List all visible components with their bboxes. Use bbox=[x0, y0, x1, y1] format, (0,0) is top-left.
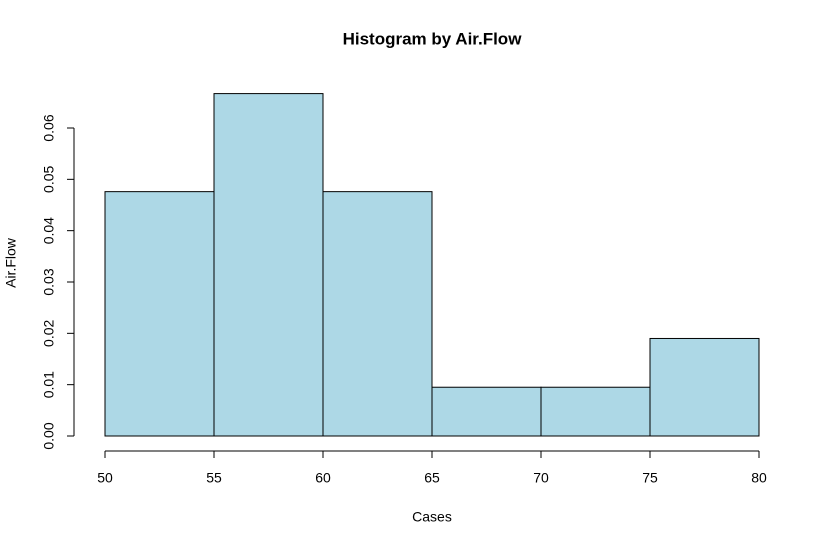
y-tick-label: 0.02 bbox=[41, 319, 57, 346]
bar bbox=[431, 386, 542, 437]
chart-title: Histogram by Air.Flow bbox=[343, 29, 523, 48]
x-tick-label: 65 bbox=[424, 470, 440, 486]
x-tick-label: 55 bbox=[206, 470, 222, 486]
y-tick-label: 0.06 bbox=[41, 114, 57, 141]
y-tick-label: 0.05 bbox=[41, 165, 57, 192]
y-tick-label: 0.03 bbox=[41, 268, 57, 295]
bar bbox=[540, 386, 651, 437]
bar bbox=[322, 191, 433, 437]
bar bbox=[649, 337, 760, 437]
y-tick-label: 0.04 bbox=[41, 217, 57, 244]
x-tick-label: 75 bbox=[642, 470, 658, 486]
x-tick-label: 80 bbox=[751, 470, 767, 486]
x-axis-label: Cases bbox=[412, 509, 452, 525]
y-axis-label: Air.Flow bbox=[3, 237, 19, 288]
x-tick-label: 50 bbox=[97, 470, 113, 486]
x-tick-label: 70 bbox=[533, 470, 549, 486]
x-tick-label: 60 bbox=[315, 470, 331, 486]
y-tick-label: 0.00 bbox=[41, 422, 57, 449]
y-tick-label: 0.01 bbox=[41, 371, 57, 398]
bar bbox=[213, 93, 324, 437]
bar bbox=[104, 191, 215, 437]
